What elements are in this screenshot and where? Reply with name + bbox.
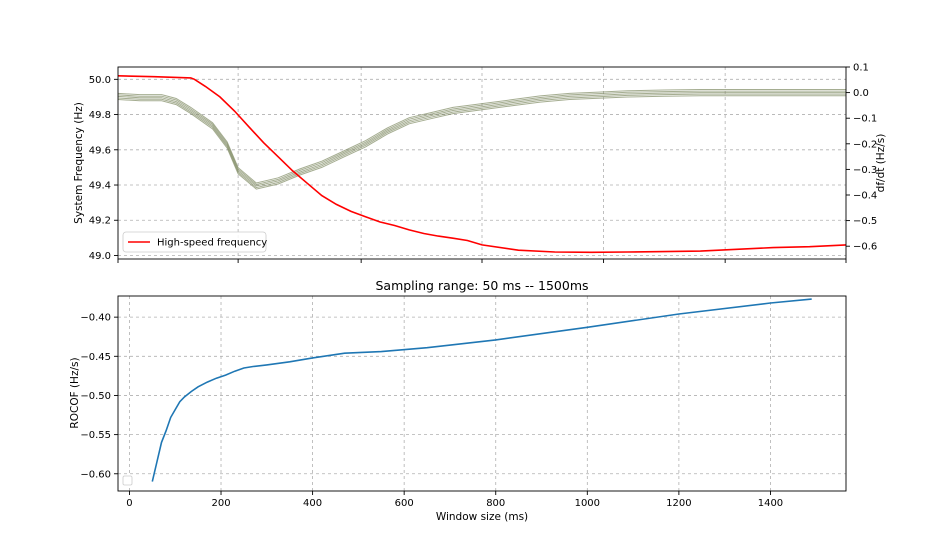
top-ytick-label: 49.8 (89, 110, 111, 121)
top-legend: High-speed frequency (122, 231, 267, 253)
bottom-ylabel: ROCOF (Hz/s) (69, 357, 81, 428)
top-legend-label: High-speed frequency (157, 238, 267, 249)
top-dfdt-line (117, 95, 846, 190)
bottom-xtick-label: 1400 (758, 498, 783, 509)
top-legend-box (122, 231, 267, 253)
top-series (117, 75, 847, 254)
bottom-ytick-label: −0.40 (80, 313, 111, 324)
bottom-plot-frame (117, 295, 847, 492)
bottom-xtick-label: 1200 (666, 498, 691, 509)
bottom-series (151, 298, 812, 482)
bottom-ytick-label: −0.45 (80, 352, 111, 363)
bottom-xtick-label: 200 (211, 498, 230, 509)
top-y2tick-label: −0.5 (853, 216, 877, 227)
top-ytick-label: 49.2 (89, 216, 111, 227)
bottom-xtick-label: 0 (126, 498, 132, 509)
top-dfdt-line (117, 93, 846, 189)
top-chart: 49.0 49.2 49.4 49.6 49.8 50.0 −0.6 −0.5 −0.4 −0.3… (73, 63, 887, 263)
top-y2tick-label: −0.3 (853, 165, 877, 176)
top-dfdt-line (117, 92, 846, 187)
bottom-ytick-label: −0.55 (80, 430, 111, 441)
bottom-ticks: 0 200 400 600 800 1000 1200 1400 −0.60 −0.55 −0.50… (80, 313, 783, 509)
top-frequency-line (117, 75, 847, 254)
bottom-xtick-label: 400 (303, 498, 322, 509)
top-y2tick-label: 0.0 (853, 88, 869, 99)
top-y2tick-label: −0.6 (853, 242, 877, 253)
top-ytick-label: 49.0 (89, 251, 111, 262)
bottom-xtick-label: 800 (486, 498, 505, 509)
top-ytick-label: 49.6 (89, 145, 111, 156)
bottom-grid (118, 296, 846, 491)
top-ytick-label: 50.0 (89, 75, 111, 86)
bottom-xlabel: Window size (ms) (436, 511, 528, 523)
top-grid (118, 67, 846, 259)
bottom-ytick-label: −0.50 (80, 391, 111, 402)
bottom-ytick-label: −0.60 (80, 469, 111, 480)
bottom-legend-box (122, 475, 133, 486)
top-ylabel: System Frequency (Hz) (73, 102, 85, 224)
bottom-xtick-label: 1000 (575, 498, 600, 509)
top-y2tick-label: −0.4 (853, 191, 877, 202)
bottom-title: Sampling range: 50 ms -- 1500ms (375, 278, 588, 293)
top-y2label: df/dt (Hz/s) (875, 134, 887, 193)
top-ticks: 49.0 49.2 49.4 49.6 49.8 50.0 −0.6 −0.5 −0.4 −0.3… (89, 63, 877, 263)
bottom-legend (122, 475, 133, 486)
top-y2tick-label: −0.1 (853, 114, 877, 125)
top-y2tick-label: 0.1 (853, 63, 869, 74)
bottom-xtick-label: 600 (395, 498, 414, 509)
top-dfdt-line (117, 89, 846, 184)
bottom-rocof-line (151, 298, 812, 482)
top-y2tick-label: −0.2 (853, 139, 877, 150)
top-dfdt-line (117, 90, 846, 186)
bottom-chart: Sampling range: 50 ms -- 1500ms 0 200 400 6… (69, 278, 847, 523)
top-ytick-label: 49.4 (89, 181, 111, 192)
